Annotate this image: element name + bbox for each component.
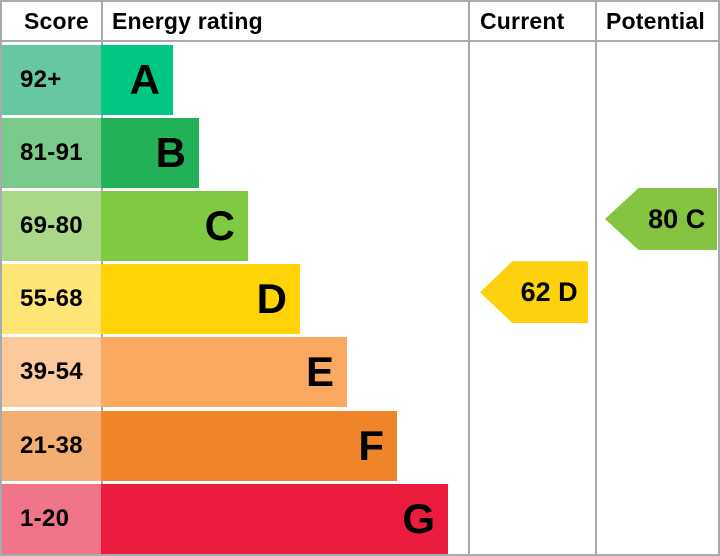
band-letter: E <box>305 348 334 396</box>
band-score: 81-91 <box>2 117 101 188</box>
band-bar: B <box>101 117 199 188</box>
potential-rating-arrow: 80 C <box>605 188 717 250</box>
epc-band-row-g: 1-20 G <box>2 483 448 554</box>
band-letter: D <box>256 275 287 323</box>
band-score: 39-54 <box>2 337 101 408</box>
band-score: 92+ <box>2 44 101 115</box>
band-letter: C <box>204 202 235 249</box>
band-bar: F <box>101 410 397 481</box>
epc-band-row-f: 21-38 F <box>2 410 397 481</box>
epc-band-row-e: 39-54 E <box>2 337 347 408</box>
header-score: Score <box>24 7 89 34</box>
band-bar: E <box>101 337 347 408</box>
band-letter: F <box>358 421 384 469</box>
band-bar: A <box>101 44 173 115</box>
epc-band-row-a: 92+ A <box>2 44 173 115</box>
header-row: Score Energy rating Current Potential <box>2 2 718 40</box>
current-rating-label: 62 D <box>520 276 578 307</box>
band-letter: A <box>129 55 160 103</box>
band-bar: D <box>101 264 300 335</box>
band-bar: G <box>101 483 448 554</box>
header-current: Current <box>480 7 565 34</box>
band-letter: G <box>402 494 435 542</box>
band-score: 55-68 <box>2 264 101 335</box>
band-score: 21-38 <box>2 410 101 481</box>
header-energy-rating: Energy rating <box>112 7 263 34</box>
band-bar: C <box>101 191 248 261</box>
band-score: 1-20 <box>2 483 101 554</box>
potential-rating-label: 80 C <box>648 203 706 234</box>
header-potential: Potential <box>606 7 705 34</box>
current-rating-arrow: 62 D <box>480 261 588 324</box>
header-divider <box>2 40 718 42</box>
epc-band-row-c: 69-80 C <box>2 191 248 261</box>
column-divider-potential <box>595 2 597 554</box>
epc-band-row-d: 55-68 D <box>2 264 300 335</box>
epc-band-row-b: 81-91 B <box>2 117 199 188</box>
column-divider-current <box>468 2 470 554</box>
band-letter: B <box>155 128 186 176</box>
band-score: 69-80 <box>2 191 101 261</box>
